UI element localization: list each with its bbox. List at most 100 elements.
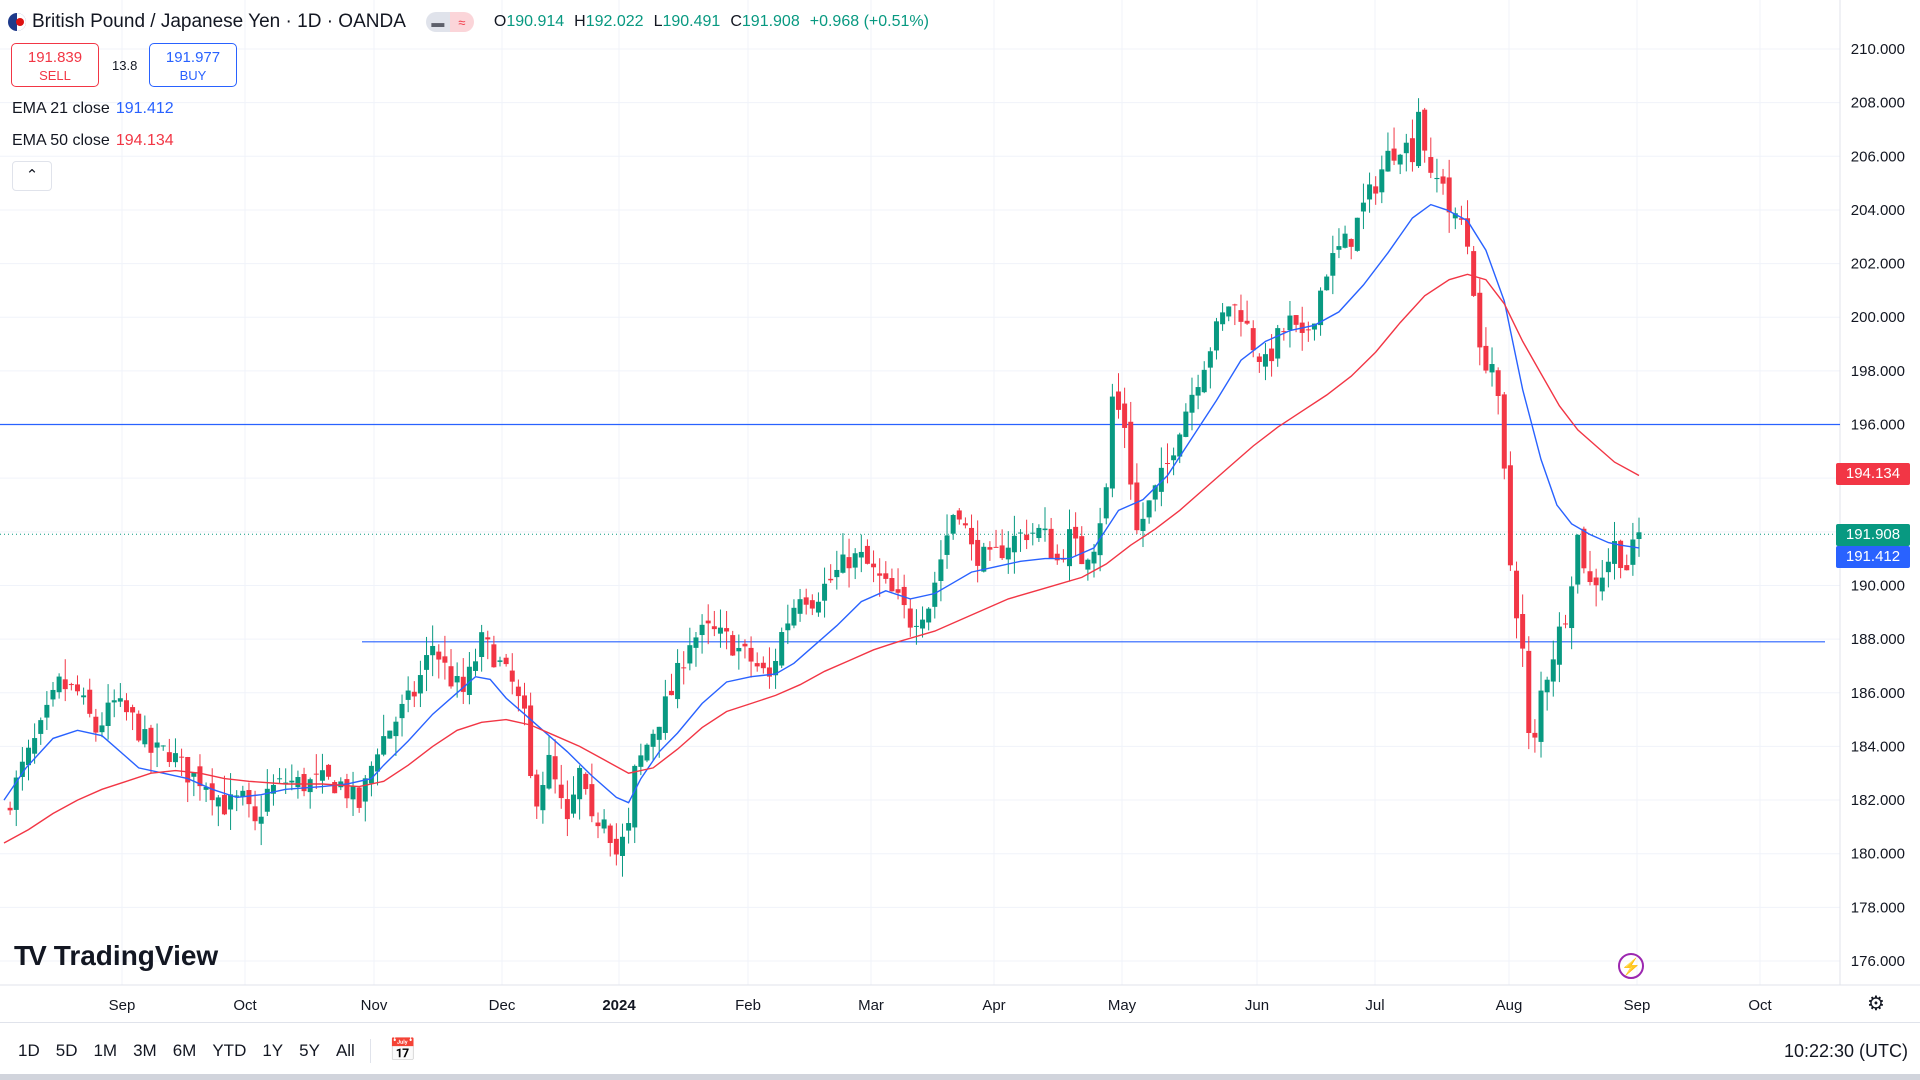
range-button-1d[interactable]: 1D — [18, 1041, 40, 1060]
candle-body — [313, 773, 319, 775]
candle-body — [632, 765, 638, 828]
range-button-5y[interactable]: 5Y — [299, 1041, 320, 1060]
candle-body — [681, 667, 687, 669]
candle-body — [981, 546, 987, 572]
candle-body — [503, 657, 509, 665]
range-button-ytd[interactable]: YTD — [212, 1041, 247, 1060]
candle-body — [846, 557, 852, 569]
x-tick-label: Sep — [1624, 997, 1651, 1014]
candle-body — [1550, 659, 1556, 682]
candle-body — [448, 666, 454, 687]
utc-clock[interactable]: 10:22:30 (UTC) — [1783, 1041, 1908, 1061]
price-chart[interactable]: 210.000 208.000 206.000 204.000 202.000 200.0… — [0, 0, 1920, 1022]
candle-body — [546, 754, 552, 789]
candle-body — [1201, 369, 1207, 393]
candle-body — [1164, 463, 1170, 465]
candle-body — [454, 676, 460, 683]
candle-body — [172, 753, 178, 763]
y-tick-label: 176.000 — [1851, 953, 1905, 970]
candle-body — [1348, 239, 1354, 247]
sell-button[interactable]: 191.839 SELL — [11, 43, 99, 87]
x-tick-label: Mar — [858, 997, 884, 1014]
candle-body — [50, 689, 56, 700]
candle-body — [932, 582, 938, 607]
candle-body — [1275, 328, 1281, 359]
candle-body — [197, 766, 203, 787]
range-button-3m[interactable]: 3M — [133, 1041, 157, 1060]
candle-body — [987, 547, 993, 550]
candle-body — [1526, 650, 1532, 734]
range-buttons: 1D 5D 1M 3M 6M YTD 1Y 5Y All — [12, 1037, 361, 1065]
tradingview-logo[interactable]: TV TradingView — [14, 940, 218, 972]
candle-body — [1563, 623, 1569, 625]
candle-body — [773, 660, 779, 676]
approx-icon[interactable]: ≈ — [449, 12, 474, 32]
candle-body — [25, 747, 31, 766]
y-tick-label: 184.000 — [1851, 738, 1905, 755]
candle-body — [130, 707, 136, 713]
candle-body — [1318, 290, 1324, 326]
range-button-1y[interactable]: 1Y — [262, 1041, 284, 1060]
minus-icon[interactable]: ▬ — [425, 12, 450, 32]
ema50-legend[interactable]: EMA 50 close 194.134 — [12, 132, 174, 150]
candle-body — [1238, 310, 1244, 322]
candle-body — [840, 554, 846, 573]
tradingview-logo-icon: TV — [14, 940, 47, 971]
range-button-all[interactable]: All — [335, 1041, 355, 1060]
candle-body — [1048, 528, 1054, 558]
candle-body — [68, 684, 74, 686]
ema21-legend[interactable]: EMA 21 close 191.412 — [12, 100, 174, 118]
candle-body — [460, 676, 466, 692]
ema50-price-tag: 194.134 — [1836, 463, 1910, 485]
candle-body — [1624, 565, 1630, 571]
candle-body — [993, 546, 999, 548]
indicator-toggle[interactable]: ▬ ≈ — [425, 12, 474, 32]
candle-body — [858, 551, 864, 558]
buy-button[interactable]: 191.977 BUY — [149, 43, 237, 87]
candle-body — [803, 597, 809, 605]
candle-body — [136, 713, 142, 741]
lightning-icon[interactable]: ⚡ — [1618, 953, 1644, 979]
candle-body — [1575, 534, 1581, 585]
candle-body — [123, 700, 129, 713]
candle-body — [864, 545, 870, 564]
candle-body — [736, 647, 742, 652]
candle-body — [662, 696, 668, 733]
x-tick-label: Oct — [1748, 997, 1772, 1014]
candle-body — [724, 628, 730, 632]
candle-body — [1226, 306, 1232, 317]
symbol-title[interactable]: British Pound / Japanese Yen · 1D · OAND… — [32, 11, 406, 32]
candle-body — [105, 702, 111, 726]
range-button-5d[interactable]: 5D — [55, 1041, 78, 1060]
candle-body — [515, 686, 521, 697]
range-button-1m[interactable]: 1M — [93, 1041, 118, 1060]
candle-body — [717, 627, 723, 634]
chevron-up-icon[interactable]: ⌃ — [12, 161, 52, 191]
candle-body — [1305, 329, 1311, 331]
candle-body — [1489, 364, 1495, 373]
range-button-6m[interactable]: 6M — [172, 1041, 197, 1060]
x-tick-label: Apr — [982, 997, 1005, 1014]
candle-body — [1544, 679, 1550, 693]
calendar-icon[interactable]: 📅 — [389, 1037, 417, 1062]
gear-icon[interactable]: ⚙ — [1867, 993, 1885, 1015]
bottom-toolbar: 1D 5D 1M 3M 6M YTD 1Y 5Y All 📅 10:22:30 … — [0, 1022, 1920, 1080]
candle-body — [1538, 690, 1544, 742]
candle-body — [191, 772, 197, 777]
candle-body — [1256, 356, 1262, 362]
candle-body — [356, 787, 362, 808]
candle-body — [1073, 526, 1079, 539]
y-tick-label: 204.000 — [1851, 202, 1905, 219]
candle-body — [1183, 411, 1189, 437]
candle-body — [1409, 138, 1415, 163]
y-tick-label: 178.000 — [1851, 899, 1905, 916]
candle-body — [319, 770, 325, 781]
candle-body — [1532, 732, 1538, 738]
candle-body — [589, 784, 595, 817]
candle-body — [74, 684, 80, 692]
candle-body — [270, 784, 276, 794]
x-tick-label: Dec — [489, 997, 516, 1014]
candle-body — [289, 780, 295, 783]
candle-body — [687, 645, 693, 664]
candle-body — [509, 670, 515, 682]
